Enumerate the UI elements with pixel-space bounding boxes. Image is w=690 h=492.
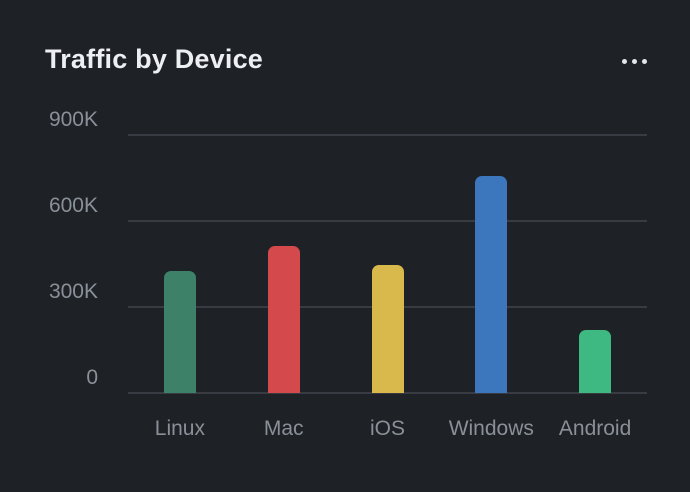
- bar-linux[interactable]: [163, 271, 196, 393]
- bar-ios[interactable]: [371, 264, 404, 393]
- x-axis-label-android: Android: [558, 417, 632, 440]
- y-axis-tick-0: 0: [86, 366, 98, 389]
- gridline-600k: [128, 220, 647, 222]
- bar-android[interactable]: [579, 329, 612, 393]
- x-axis-label-linux: Linux: [154, 417, 205, 440]
- gridline-0: [128, 392, 647, 394]
- chart-title: Traffic by Device: [45, 44, 264, 74]
- x-axis-label-ios: iOS: [369, 417, 405, 440]
- more-options-button[interactable]: [608, 46, 660, 76]
- x-axis-label-mac: Mac: [263, 417, 304, 440]
- y-axis-tick-600k: 600K: [48, 194, 98, 217]
- y-axis-tick-300k: 300K: [48, 280, 98, 303]
- gridline-900k: [128, 134, 647, 136]
- bar-windows[interactable]: [475, 175, 508, 393]
- x-axis-label-windows: Windows: [448, 417, 534, 440]
- bar-mac[interactable]: [267, 246, 300, 393]
- y-axis-tick-900k: 900K: [48, 108, 98, 131]
- ellipsis-icon: [621, 58, 647, 64]
